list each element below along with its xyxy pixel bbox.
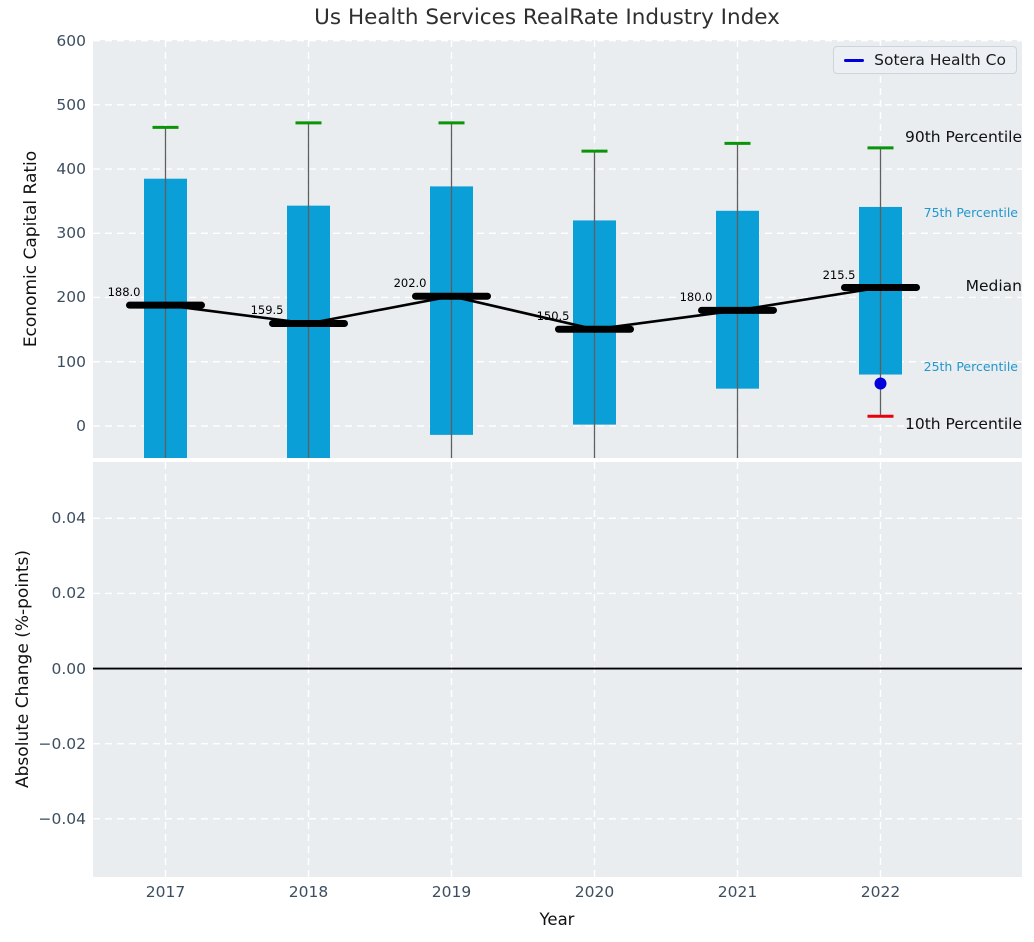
y-axis-label-top: Economic Capital Ratio <box>21 150 41 348</box>
y-tick-label: −0.04 <box>38 809 87 828</box>
top-plot-area <box>93 40 1022 458</box>
y-tick-label: −0.02 <box>38 734 87 753</box>
annotation-10th-percentile: 10th Percentile <box>904 415 1022 433</box>
median-value-label: 202.0 <box>393 276 427 291</box>
annotation-median: Median <box>965 277 1022 295</box>
y-tick-label: 0.00 <box>51 659 86 678</box>
x-tick-label: 2018 <box>288 883 329 901</box>
median-value-label: 188.0 <box>107 285 141 300</box>
annotation-75th-percentile: 75th Percentile <box>923 205 1018 220</box>
bottom-plot-svg <box>93 462 1022 877</box>
y-tick-label: 400 <box>56 160 86 179</box>
x-tick-label: 2020 <box>574 883 615 901</box>
x-tick-label: 2019 <box>431 883 472 901</box>
median-value-label: 150.5 <box>536 309 570 324</box>
legend: Sotera Health Co <box>833 46 1017 74</box>
top-plot-svg <box>93 40 1022 458</box>
y-tick-label: 600 <box>56 31 86 50</box>
x-axis-label: Year <box>539 910 575 929</box>
x-tick-label: 2021 <box>717 883 758 901</box>
chart-title: Us Health Services RealRate Industry Ind… <box>314 5 780 30</box>
y-tick-label: 0.04 <box>51 509 86 528</box>
x-tick-label: 2017 <box>145 883 186 901</box>
y-tick-label: 0.02 <box>51 584 86 603</box>
annotation-25th-percentile: 25th Percentile <box>923 359 1018 374</box>
median-value-label: 159.5 <box>250 303 284 318</box>
bottom-plot-area <box>93 462 1022 877</box>
legend-line-sample <box>844 58 865 62</box>
median-value-label: 215.5 <box>822 267 856 282</box>
legend-label: Sotera Health Co <box>874 51 1006 69</box>
median-value-label: 180.0 <box>679 290 713 305</box>
y-tick-label: 100 <box>56 352 86 371</box>
company-point <box>874 377 887 390</box>
x-tick-label: 2022 <box>860 883 901 901</box>
y-tick-label: 300 <box>56 224 86 243</box>
y-tick-label: 0 <box>76 416 86 435</box>
y-tick-label: 500 <box>56 95 86 114</box>
y-tick-label: 200 <box>56 288 86 307</box>
annotation-90th-percentile: 90th Percentile <box>904 128 1022 146</box>
